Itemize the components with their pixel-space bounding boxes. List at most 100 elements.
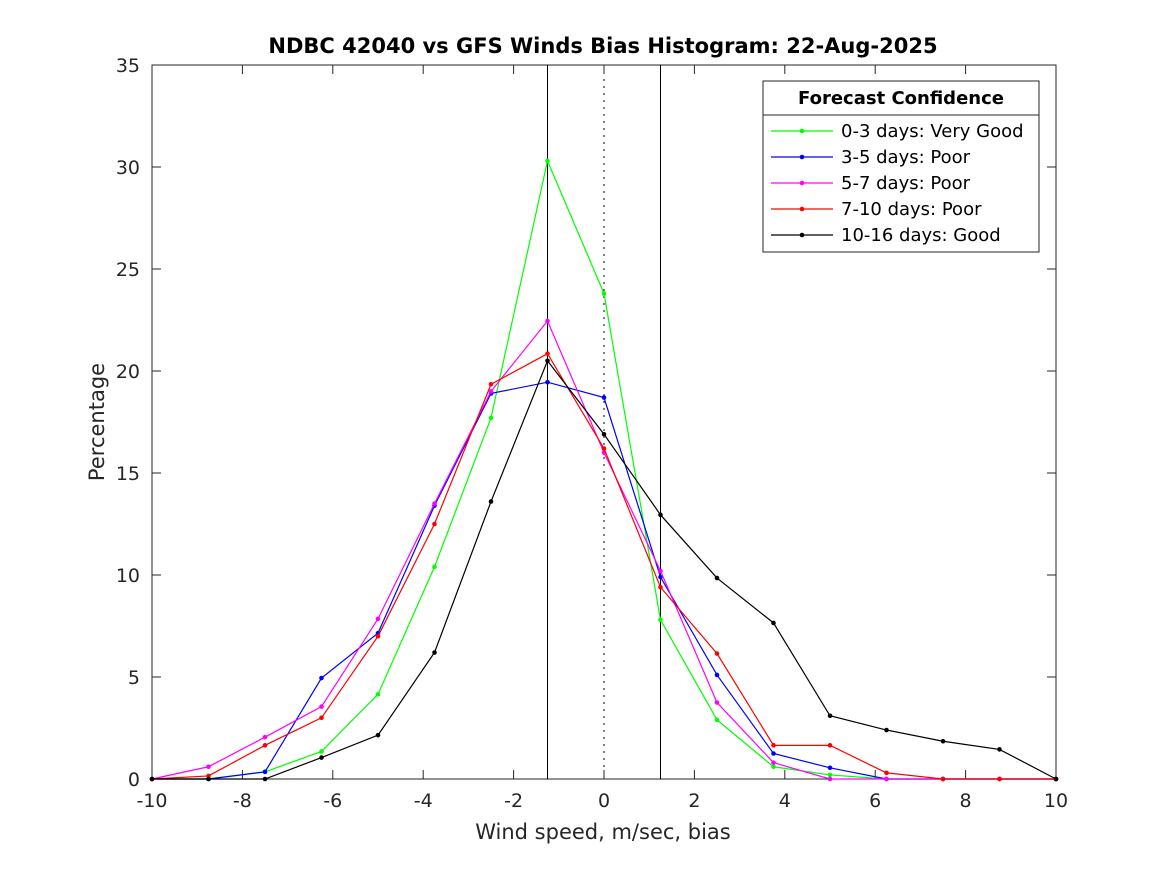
x-tick-label: 8 xyxy=(960,790,972,812)
data-point xyxy=(488,415,494,421)
data-point xyxy=(545,358,550,364)
data-point xyxy=(658,568,663,574)
x-tick-label: 2 xyxy=(688,790,700,812)
data-point xyxy=(262,734,268,740)
data-point xyxy=(940,738,946,744)
data-point xyxy=(827,776,833,782)
data-point xyxy=(997,747,1002,752)
data-point xyxy=(262,743,268,748)
data-point xyxy=(714,700,720,705)
series-layer xyxy=(149,158,1059,782)
data-point xyxy=(884,727,889,733)
data-point xyxy=(827,713,833,719)
legend-swatch-marker xyxy=(799,154,805,160)
data-point xyxy=(658,617,663,623)
data-point xyxy=(206,776,211,782)
legend-swatch-marker xyxy=(799,232,805,238)
data-point xyxy=(375,633,381,639)
data-point xyxy=(545,379,550,385)
data-point xyxy=(940,776,946,782)
data-point xyxy=(1053,776,1059,782)
x-tick-label: -6 xyxy=(323,790,342,812)
x-tick-label: 10 xyxy=(1044,790,1068,812)
legend-swatch-marker xyxy=(799,128,805,134)
legend-label: 0-3 days: Very Good xyxy=(841,121,1024,142)
data-point xyxy=(714,672,720,678)
data-point xyxy=(658,574,663,580)
legend-title: Forecast Confidence xyxy=(798,88,1004,109)
y-tick-label: 20 xyxy=(116,361,140,383)
data-point xyxy=(432,564,437,570)
legend-entries: 0-3 days: Very Good 3-5 days: Poor 5-7 day… xyxy=(771,121,1024,246)
data-point xyxy=(432,501,437,506)
data-point xyxy=(601,446,607,451)
y-axis-title: Percentage xyxy=(85,363,109,481)
data-point xyxy=(375,616,381,622)
y-tick-label: 15 xyxy=(116,463,140,485)
x-axis-title: Wind speed, m/sec, bias xyxy=(475,820,731,844)
data-point xyxy=(997,776,1002,782)
data-point xyxy=(771,751,776,756)
data-point xyxy=(601,431,607,437)
data-point xyxy=(319,715,324,721)
data-point xyxy=(658,512,663,518)
data-point xyxy=(771,760,776,765)
data-point xyxy=(714,717,720,723)
data-point xyxy=(601,395,607,400)
data-point xyxy=(375,732,381,738)
y-tick-label: 30 xyxy=(116,157,140,179)
y-tick-label: 35 xyxy=(116,55,140,77)
legend-label: 3-5 days: Poor xyxy=(841,147,971,168)
reference-lines xyxy=(547,65,661,779)
data-point xyxy=(771,764,776,770)
data-point xyxy=(488,499,494,504)
series-4 xyxy=(149,358,1059,782)
data-point xyxy=(488,381,494,387)
legend-swatch-marker xyxy=(799,206,805,212)
x-tick-label: -2 xyxy=(504,790,523,812)
data-point xyxy=(206,764,211,770)
data-point xyxy=(319,704,324,709)
data-point xyxy=(432,521,437,527)
data-point xyxy=(432,650,437,655)
data-point xyxy=(545,351,550,356)
x-tick-label: 0 xyxy=(598,790,610,812)
data-point xyxy=(771,620,776,626)
chart-title: NDBC 42040 vs GFS Winds Bias Histogram: … xyxy=(268,34,937,58)
data-point xyxy=(319,675,324,681)
y-tick-label: 25 xyxy=(116,259,140,281)
x-tick-label: 4 xyxy=(779,790,791,812)
data-point xyxy=(545,318,550,324)
x-tick-label: -4 xyxy=(414,790,433,812)
legend: Forecast Confidence 0-3 days: Very Good 3… xyxy=(762,80,1040,253)
data-point xyxy=(375,692,381,697)
legend-entry-1: 3-5 days: Poor xyxy=(771,147,971,168)
legend-swatch-marker xyxy=(799,180,805,186)
data-point xyxy=(319,749,324,754)
legend-label: 10-16 days: Good xyxy=(841,225,1001,246)
legend-box xyxy=(762,80,1040,253)
data-point xyxy=(149,776,155,782)
data-point xyxy=(262,776,268,782)
x-tick-label: -8 xyxy=(233,790,252,812)
data-point xyxy=(884,776,889,782)
data-point xyxy=(262,769,268,775)
data-point xyxy=(658,584,663,590)
data-point xyxy=(827,765,833,771)
x-tick-label: -10 xyxy=(136,790,167,812)
data-point xyxy=(827,772,833,778)
legend-entry-0: 0-3 days: Very Good xyxy=(771,121,1024,142)
data-point xyxy=(771,743,776,748)
data-point xyxy=(488,389,494,394)
legend-label: 7-10 days: Poor xyxy=(841,199,982,220)
legend-label: 5-7 days: Poor xyxy=(841,173,971,194)
data-point xyxy=(827,743,833,748)
legend-entry-2: 5-7 days: Poor xyxy=(771,173,971,194)
data-point xyxy=(884,770,889,776)
data-point xyxy=(319,755,324,760)
y-tick-label: 0 xyxy=(128,769,140,791)
legend-entry-3: 7-10 days: Poor xyxy=(771,199,982,220)
data-point xyxy=(601,291,607,296)
axis-ticks: -10 -8 -6 -4 -2 0 2 4 6 8 10 0 5 10 15 20 25 30 35 xyxy=(116,55,1068,812)
